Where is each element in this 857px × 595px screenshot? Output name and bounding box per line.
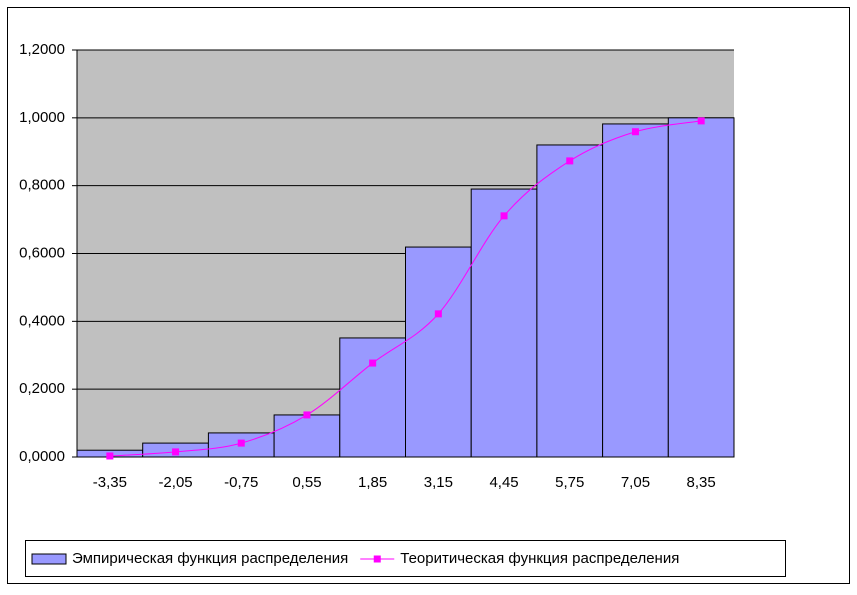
x-tick-label: 1,85	[358, 474, 387, 491]
marker	[631, 128, 639, 136]
y-tick-label: 0,8000	[19, 177, 65, 194]
x-tick-label: -0,75	[224, 474, 258, 491]
marker	[697, 117, 705, 125]
legend-marker	[373, 555, 381, 563]
y-tick-label: 0,4000	[19, 312, 65, 329]
marker	[500, 212, 508, 220]
marker	[566, 157, 574, 165]
y-tick-label: 0,0000	[19, 448, 65, 465]
bar	[602, 123, 669, 458]
bar	[273, 414, 341, 458]
legend-label: Эмпирическая функция распределения	[72, 550, 348, 567]
x-tick-label: 4,45	[489, 474, 518, 491]
x-tick-label: 0,55	[292, 474, 321, 491]
bar	[470, 188, 538, 458]
x-tick-label: -2,05	[158, 474, 192, 491]
y-tick-label: 0,2000	[19, 380, 65, 397]
legend-label: Теоритическая функция распределения	[400, 550, 679, 567]
y-tick-label: 0,6000	[19, 244, 65, 261]
marker	[434, 310, 442, 318]
legend-box	[25, 540, 786, 577]
line	[109, 120, 702, 457]
x-tick-label: 7,05	[621, 474, 650, 491]
bar	[339, 337, 406, 458]
marker	[172, 448, 180, 456]
legend-swatch	[31, 553, 67, 565]
x-tick-label: 8,35	[687, 474, 716, 491]
bar	[405, 246, 472, 458]
x-tick-label: -3,35	[93, 474, 127, 491]
marker	[106, 452, 114, 460]
x-tick-label: 3,15	[424, 474, 453, 491]
marker	[237, 439, 245, 447]
x-tick-label: 5,75	[555, 474, 584, 491]
marker	[369, 359, 377, 367]
bar	[667, 117, 735, 458]
y-tick-label: 1,2000	[19, 41, 65, 58]
bar	[536, 144, 604, 458]
marker	[303, 411, 311, 419]
y-tick-label: 1,0000	[19, 109, 65, 126]
